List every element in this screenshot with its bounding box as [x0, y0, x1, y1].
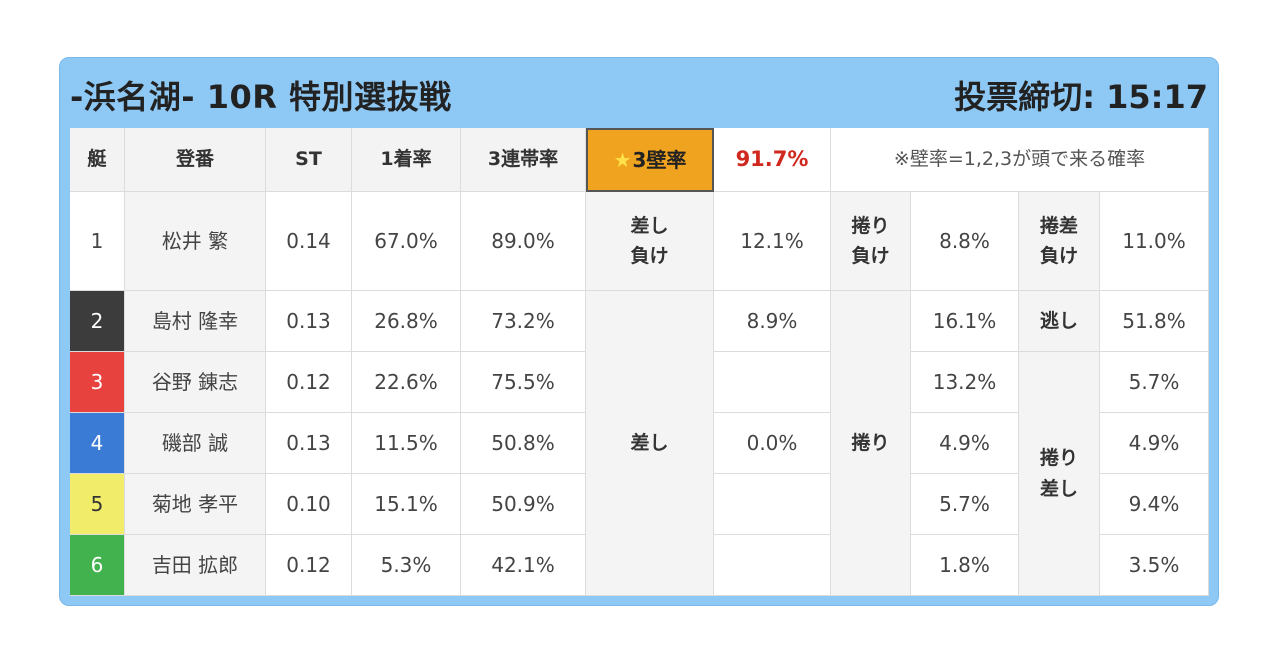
makurisashi-value: 5.7%: [1100, 352, 1209, 413]
first-rate: 15.1%: [352, 474, 461, 535]
makurisashi-make-value: 11.0%: [1100, 192, 1209, 291]
makuri-value: 1.8%: [911, 535, 1019, 596]
race-stats-table: 艇 登番 ST 1着率 3連帯率 ★ 3壁率 91.7% ※壁率=1,2,3が頭で…: [70, 128, 1209, 596]
racer-name: 磯部 誠: [125, 413, 266, 474]
wall-rate-note: ※壁率=1,2,3が頭で来る確率: [831, 128, 1209, 192]
top3-rate: 73.2%: [461, 291, 586, 352]
racer-name: 菊地 孝平: [125, 474, 266, 535]
voting-deadline: 投票締切: 15:17: [954, 78, 1208, 116]
header-top3-rate: 3連帯率: [461, 128, 586, 192]
top3-rate: 42.1%: [461, 535, 586, 596]
racer-st: 0.13: [266, 413, 352, 474]
first-rate: 67.0%: [352, 192, 461, 291]
racer-st: 0.12: [266, 352, 352, 413]
makurisashi-value: 9.4%: [1100, 474, 1209, 535]
top3-rate: 50.8%: [461, 413, 586, 474]
header-racer: 登番: [125, 128, 266, 192]
first-rate: 26.8%: [352, 291, 461, 352]
star-icon: ★: [613, 148, 632, 172]
sashi-make-value: 12.1%: [714, 192, 831, 291]
top3-rate: 50.9%: [461, 474, 586, 535]
racer-name: 島村 隆幸: [125, 291, 266, 352]
boat-number-2: 2: [70, 291, 125, 352]
racer-st: 0.13: [266, 291, 352, 352]
makuri-value: 4.9%: [911, 413, 1019, 474]
nige-label: 逃し: [1019, 291, 1100, 352]
boat-number-6: 6: [70, 535, 125, 596]
sashi-value: [714, 474, 831, 535]
sashi-make-label: 差し 負け: [586, 192, 714, 291]
boat-number-1: 1: [70, 192, 125, 291]
wall-rate-value: 91.7%: [714, 128, 831, 192]
race-card: -浜名湖- 10R 特別選抜戦 投票締切: 15:17 艇 登番 ST 1着率 …: [59, 57, 1219, 606]
nige-value: 51.8%: [1100, 291, 1209, 352]
sashi-value: [714, 535, 831, 596]
makurisashi-make-label: 捲差 負け: [1019, 192, 1100, 291]
makuri-label: 捲り: [831, 291, 911, 596]
racer-st: 0.10: [266, 474, 352, 535]
boat-number-5: 5: [70, 474, 125, 535]
header-first-rate: 1着率: [352, 128, 461, 192]
sashi-value: 8.9%: [714, 291, 831, 352]
makuri-value: 5.7%: [911, 474, 1019, 535]
top3-rate: 89.0%: [461, 192, 586, 291]
makurisashi-label: 捲り 差し: [1019, 352, 1100, 596]
makuri-value: 13.2%: [911, 352, 1019, 413]
header-boat: 艇: [70, 128, 125, 192]
boat-number-4: 4: [70, 413, 125, 474]
makuri-value: 16.1%: [911, 291, 1019, 352]
wall-rate-header: ★ 3壁率: [586, 128, 714, 192]
racer-name: 吉田 拡郎: [125, 535, 266, 596]
boat-number-3: 3: [70, 352, 125, 413]
wall-rate-label: 3壁率: [632, 148, 687, 172]
first-rate: 5.3%: [352, 535, 461, 596]
makuri-make-value: 8.8%: [911, 192, 1019, 291]
header-st: ST: [266, 128, 352, 192]
racer-name: 松井 繁: [125, 192, 266, 291]
sashi-label: 差し: [586, 291, 714, 596]
top3-rate: 75.5%: [461, 352, 586, 413]
first-rate: 22.6%: [352, 352, 461, 413]
first-rate: 11.5%: [352, 413, 461, 474]
racer-st: 0.12: [266, 535, 352, 596]
makurisashi-value: 4.9%: [1100, 413, 1209, 474]
racer-st: 0.14: [266, 192, 352, 291]
race-title: -浜名湖- 10R 特別選抜戦: [70, 78, 452, 116]
racer-name: 谷野 錬志: [125, 352, 266, 413]
makurisashi-value: 3.5%: [1100, 535, 1209, 596]
sashi-value: [714, 352, 831, 413]
makuri-make-label: 捲り 負け: [831, 192, 911, 291]
sashi-value: 0.0%: [714, 413, 831, 474]
